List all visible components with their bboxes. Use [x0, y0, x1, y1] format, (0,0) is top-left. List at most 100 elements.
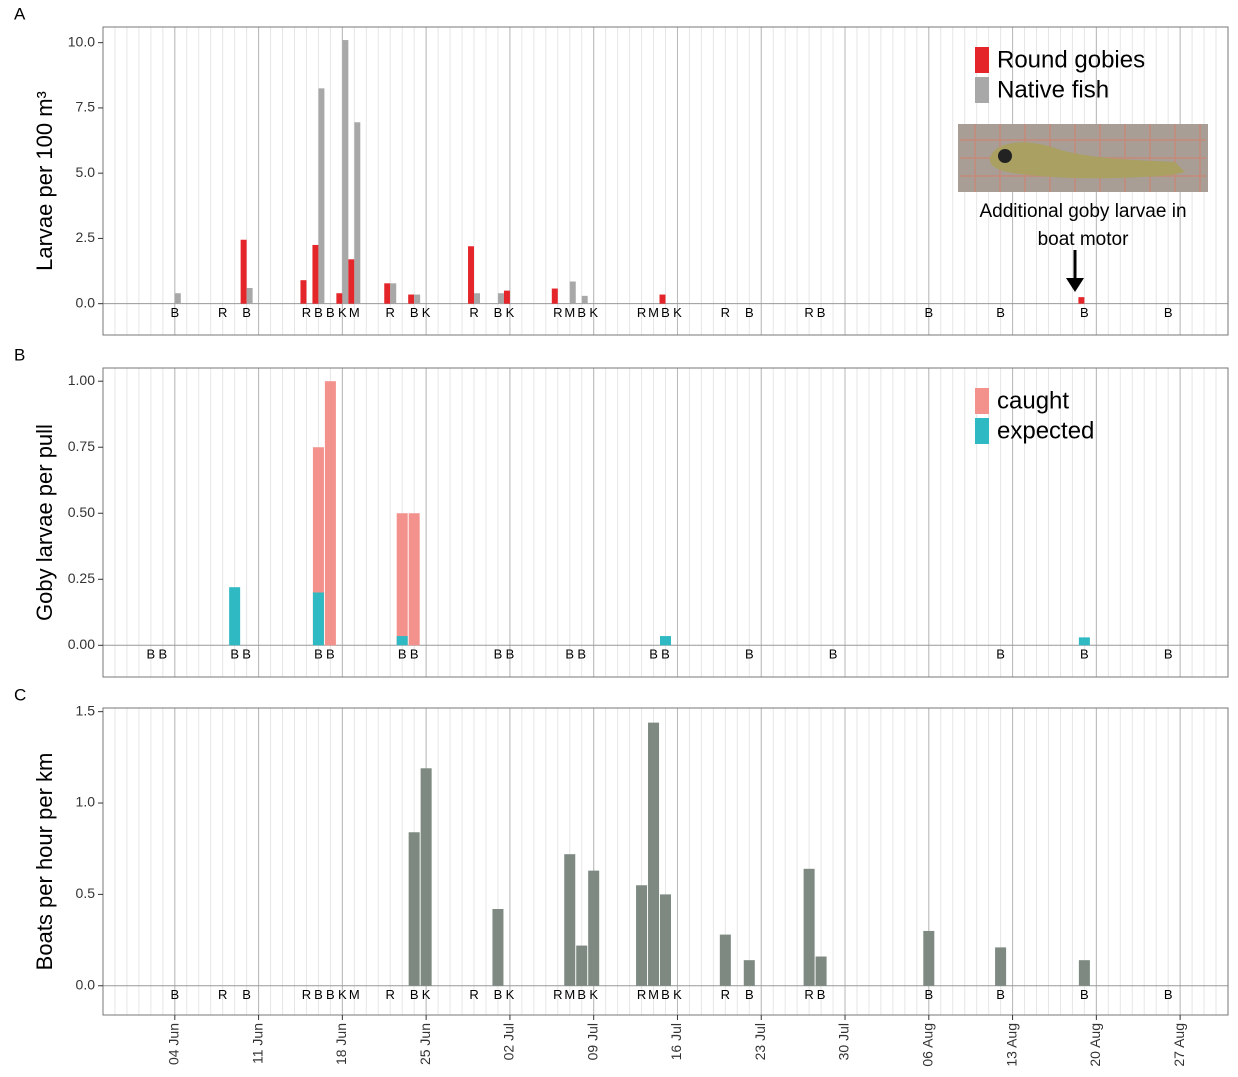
sample-label: K: [673, 305, 682, 320]
sample-label: B: [494, 305, 503, 320]
sample-label: B: [649, 647, 658, 662]
sample-label: B: [170, 305, 179, 320]
sample-label: B: [924, 987, 933, 1002]
sample-label: B: [326, 305, 335, 320]
y-axis-title: Boats per hour per km: [32, 753, 57, 971]
x-tick-label: 23 Jul: [752, 1023, 768, 1060]
bar: [342, 40, 348, 304]
bar: [421, 768, 432, 985]
sample-label: B: [817, 305, 826, 320]
sample-label: R: [804, 987, 813, 1002]
sample-label: B: [326, 987, 335, 1002]
y-tick-label: 0.0: [76, 976, 96, 992]
sample-label: B: [1080, 647, 1089, 662]
x-tick-label: 06 Aug: [920, 1023, 936, 1067]
bar: [247, 288, 253, 304]
bar: [409, 832, 420, 986]
y-axis-title: Larvae per 100 m³: [32, 91, 57, 271]
bar: [390, 283, 396, 303]
panel-label: B: [14, 345, 25, 364]
y-tick-label: 5.0: [76, 164, 96, 180]
x-tick-label: 16 Jul: [668, 1023, 684, 1060]
panel: CBoats per hour per km0.00.51.01.5BRBRBB…: [14, 685, 1228, 1066]
bar: [995, 947, 1006, 985]
sample-label: B: [745, 987, 754, 1002]
bar: [397, 513, 408, 645]
y-tick-label: 0.0: [76, 294, 96, 310]
bar: [175, 293, 181, 303]
sample-label: M: [564, 987, 575, 1002]
sample-label: B: [745, 647, 754, 662]
bar: [498, 293, 504, 303]
sample-label: B: [1164, 987, 1173, 1002]
bar: [348, 259, 354, 303]
sample-label: B: [996, 647, 1005, 662]
bar: [318, 88, 324, 303]
bar: [660, 295, 666, 304]
sample-label: B: [242, 305, 251, 320]
sample-label: B: [745, 305, 754, 320]
x-tick-label: 25 Jun: [417, 1023, 433, 1065]
chart: ALarvae per 100 m³0.02.55.07.510.0BRBRBB…: [0, 0, 1238, 1077]
bar: [504, 291, 510, 304]
legend-label: Native fish: [997, 76, 1109, 103]
bar: [923, 931, 934, 986]
bar: [468, 246, 474, 303]
y-tick-label: 0.75: [68, 438, 95, 454]
sample-label: R: [218, 987, 227, 1002]
bar: [552, 289, 558, 304]
bar: [312, 245, 318, 304]
legend-swatch: [975, 388, 989, 414]
sample-label: M: [349, 305, 360, 320]
x-tick-label: 18 Jun: [333, 1023, 349, 1065]
x-tick-label: 30 Jul: [836, 1023, 852, 1060]
bar: [229, 587, 240, 645]
bar: [408, 295, 414, 304]
sample-label: B: [577, 647, 586, 662]
bar: [325, 381, 336, 645]
sample-label: M: [648, 305, 659, 320]
sample-label: B: [1080, 305, 1089, 320]
bar: [414, 295, 420, 304]
bar: [720, 935, 731, 986]
bar: [660, 636, 671, 645]
sample-label: B: [817, 987, 826, 1002]
sample-label: R: [721, 987, 730, 1002]
sample-label: B: [494, 987, 503, 1002]
y-tick-label: 2.5: [76, 229, 96, 245]
x-tick-label: 11 Jun: [249, 1023, 265, 1064]
sample-label: B: [398, 647, 407, 662]
bar: [300, 280, 306, 303]
sample-label: K: [422, 987, 431, 1002]
sample-label: B: [242, 647, 251, 662]
x-tick-label: 27 Aug: [1171, 1023, 1187, 1067]
sample-label: R: [553, 305, 562, 320]
sample-label: K: [422, 305, 431, 320]
bar: [313, 592, 324, 645]
sample-label: B: [314, 987, 323, 1002]
sample-label: B: [314, 305, 323, 320]
y-tick-label: 10.0: [68, 33, 95, 49]
sample-label: B: [494, 647, 503, 662]
sample-label: B: [577, 305, 586, 320]
bar: [384, 283, 390, 303]
sample-label: B: [410, 305, 419, 320]
bar: [582, 296, 588, 304]
sample-label: R: [553, 987, 562, 1002]
sample-label: K: [338, 987, 347, 1002]
legend-label: Round gobies: [997, 46, 1145, 73]
sample-label: B: [996, 305, 1005, 320]
sample-label: K: [673, 987, 682, 1002]
x-tick-label: 20 Aug: [1087, 1023, 1103, 1067]
sample-label: B: [577, 987, 586, 1002]
sample-label: R: [302, 305, 311, 320]
sample-label: K: [506, 305, 515, 320]
x-tick-label: 04 Jun: [166, 1023, 182, 1065]
bar: [564, 854, 575, 986]
panel: BGoby larvae per pull0.000.250.500.751.0…: [14, 345, 1228, 677]
bar: [1079, 637, 1090, 645]
bar: [1079, 960, 1090, 986]
bar: [804, 869, 815, 986]
bar: [588, 871, 599, 986]
x-tick-label: 02 Jul: [501, 1023, 517, 1060]
